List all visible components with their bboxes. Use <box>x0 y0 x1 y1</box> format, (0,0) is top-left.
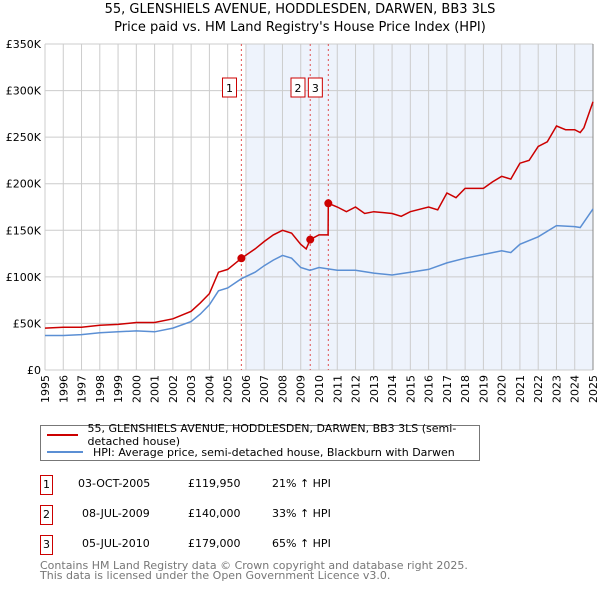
y-tick-label: £200K <box>6 178 42 191</box>
x-tick-label: 2007 <box>258 375 271 403</box>
x-tick-label: 2014 <box>386 375 399 403</box>
sale-hpi: 33% ↑ HPI <box>272 507 331 520</box>
x-tick-label: 1999 <box>112 375 125 403</box>
sale-point <box>237 254 246 263</box>
sale-label-box <box>290 77 306 98</box>
x-tick-label: 2024 <box>569 375 582 403</box>
sale-label: 1 <box>226 82 233 95</box>
x-tick-label: 2006 <box>240 375 253 403</box>
sale-point <box>306 235 315 244</box>
sale-label-box <box>221 77 237 98</box>
x-tick-label: 1997 <box>76 375 89 403</box>
legend-swatch-property <box>47 433 78 437</box>
x-tick-label: 2001 <box>149 375 162 403</box>
sale-label-box <box>307 77 323 98</box>
x-tick-label: 2005 <box>222 375 235 403</box>
x-tick-label: 2003 <box>185 375 198 403</box>
sale-marker: 2 <box>40 505 53 525</box>
sale-hpi: 65% ↑ HPI <box>272 537 331 550</box>
x-tick-label: 2021 <box>514 375 527 403</box>
sale-price: £179,000 <box>188 537 241 550</box>
y-tick-label: £0 <box>27 364 41 377</box>
legend-swatch-hpi <box>47 450 83 454</box>
price-chart: 1995 1996 1997 1998 1999 2000 2001 2002 2003 2004… <box>6 38 600 403</box>
x-tick-label: 2000 <box>130 375 143 403</box>
x-tick-label: 2019 <box>477 375 490 403</box>
x-tick-label: 2013 <box>368 375 381 403</box>
sale-label: 2 <box>294 82 301 95</box>
y-tick-label: £100K <box>6 271 42 284</box>
chart-subtitle: Price paid vs. HM Land Registry's House … <box>114 20 486 35</box>
property-line <box>44 101 594 329</box>
footer-line-2: This data is licensed under the Open Gov… <box>40 569 391 582</box>
x-tick-label: 1996 <box>57 375 70 403</box>
sale-marker: 3 <box>40 535 53 555</box>
sale-marker: 1 <box>40 475 53 495</box>
x-tick-label: 2023 <box>550 375 563 403</box>
sale-date: 05-JUL-2010 <box>82 537 150 550</box>
x-tick-label: 2020 <box>496 375 509 403</box>
x-tick-label: 2002 <box>167 375 180 403</box>
x-tick-label: 2025 <box>587 375 600 403</box>
sale-date: 08-JUL-2009 <box>82 507 150 520</box>
legend: 55, GLENSHIELS AVENUE, HODDLESDEN, DARWE… <box>40 422 480 461</box>
x-tick-label: 2008 <box>276 375 289 403</box>
chart-title: 55, GLENSHIELS AVENUE, HODDLESDEN, DARWE… <box>104 2 496 17</box>
y-tick-label: £300K <box>6 85 42 98</box>
footer: Contains HM Land Registry data © Crown c… <box>40 559 468 582</box>
hpi-line <box>45 208 594 337</box>
legend-label-hpi: HPI: Average price, semi-detached house,… <box>93 445 455 459</box>
footer-line-1: Contains HM Land Registry data © Crown c… <box>40 559 468 572</box>
sale-price: £119,950 <box>188 477 241 490</box>
x-tick-label: 2011 <box>331 375 344 403</box>
x-tick-label: 2016 <box>423 375 436 403</box>
x-tick-label: 1995 <box>39 375 52 403</box>
legend-label-property: 55, GLENSHIELS AVENUE, HODDLESDEN, DARWE… <box>87 422 457 448</box>
sale-point <box>324 199 333 208</box>
x-tick-label: 2015 <box>404 375 417 403</box>
x-tick-label: 2022 <box>532 375 545 403</box>
sale-label: 3 <box>312 82 319 95</box>
sale-price: £140,000 <box>188 507 241 520</box>
x-tick-label: 2018 <box>459 375 472 403</box>
x-tick-label: 2004 <box>203 375 216 403</box>
x-tick-label: 1998 <box>94 375 107 403</box>
y-tick-label: £50K <box>13 317 42 330</box>
x-tick-label: 2010 <box>313 375 326 403</box>
x-tick-label: 2009 <box>295 375 308 403</box>
y-tick-label: £350K <box>6 38 42 51</box>
y-tick-label: £250K <box>6 131 42 144</box>
post-sale-shade <box>245 44 593 370</box>
x-tick-label: 2017 <box>441 375 454 403</box>
x-tick-label: 2012 <box>350 375 363 403</box>
sale-date: 03-OCT-2005 <box>78 477 151 490</box>
sale-hpi: 21% ↑ HPI <box>272 477 331 490</box>
y-tick-label: £150K <box>6 224 42 237</box>
